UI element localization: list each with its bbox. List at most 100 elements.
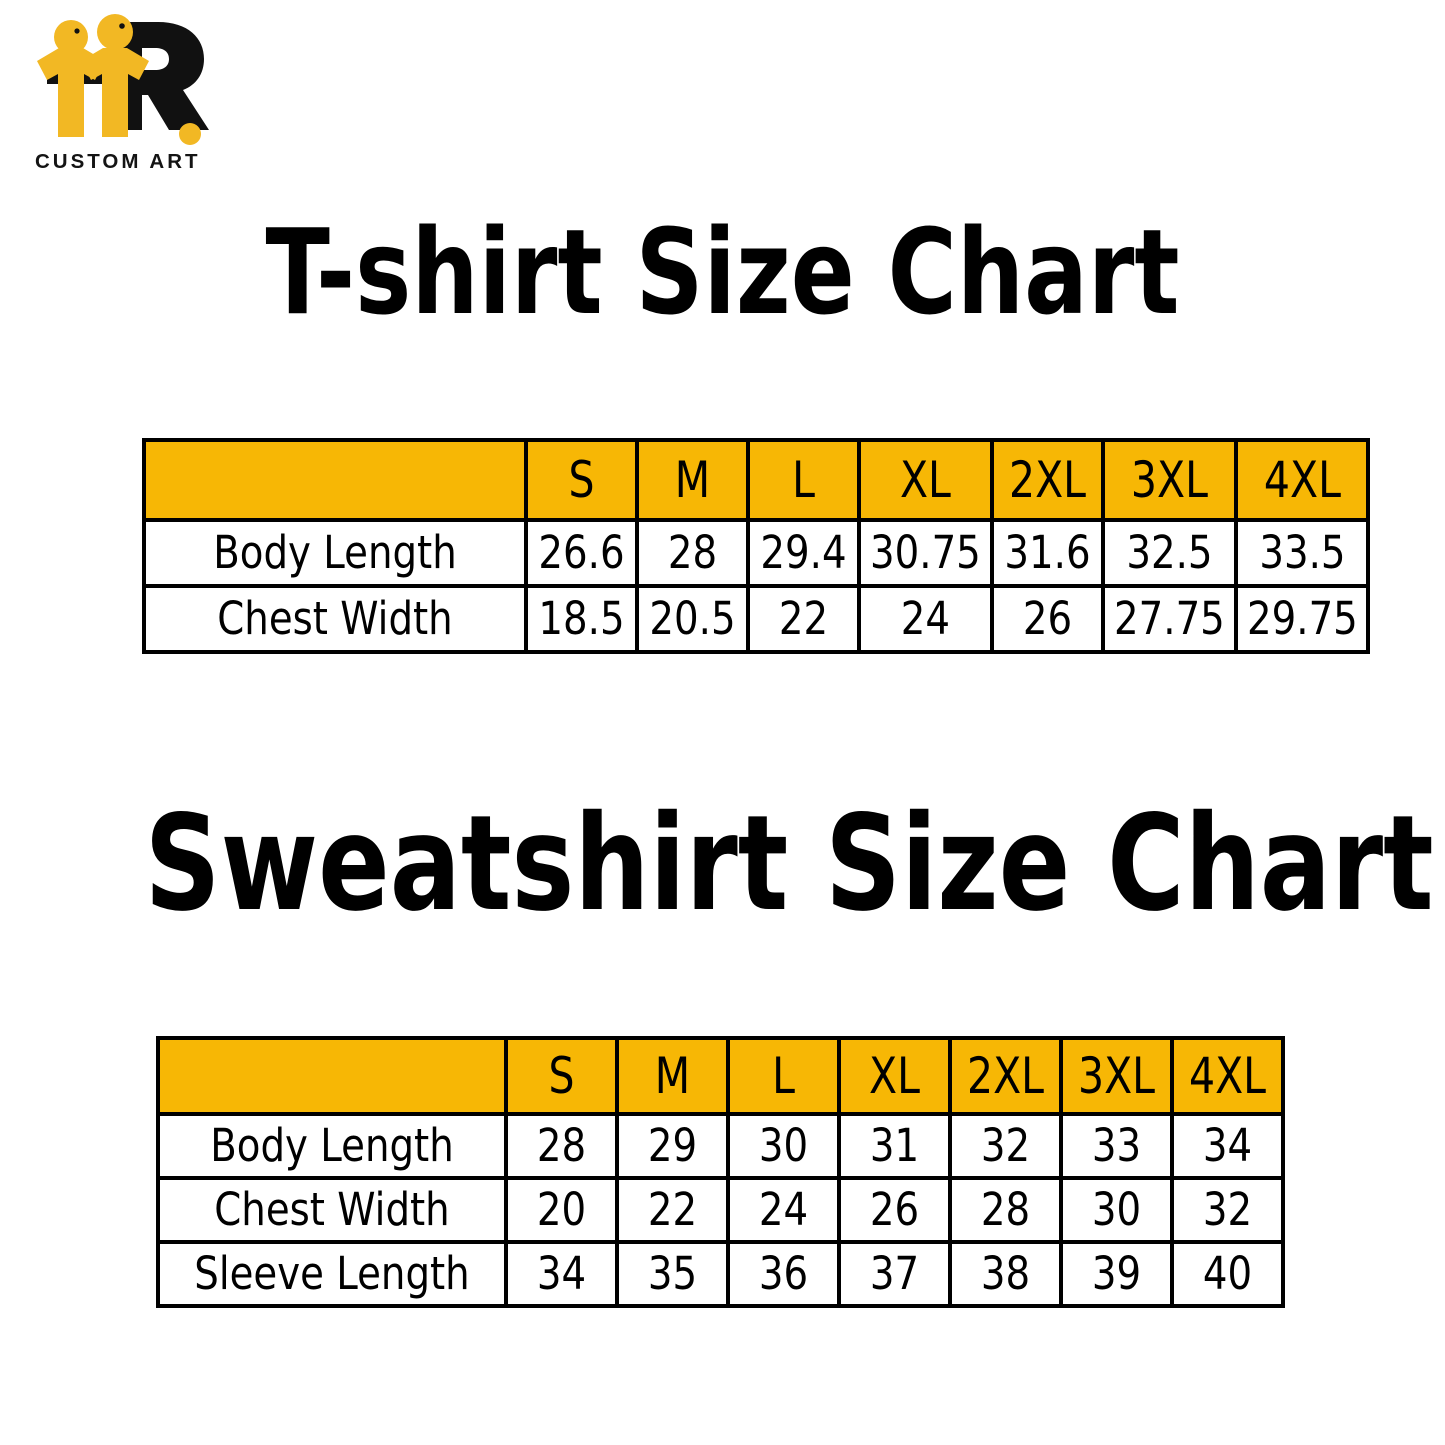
value-text: 26 (869, 1183, 920, 1236)
value-text: 22 (778, 592, 829, 645)
measurement-label: Sleeve Length (156, 1240, 508, 1308)
value-text: 20 (536, 1183, 587, 1236)
measurement-value: 26 (989, 584, 1105, 654)
size-label: M (674, 451, 711, 509)
size-column-4xl: 4XL (1170, 1036, 1285, 1116)
value-text: 28 (980, 1183, 1031, 1236)
measurement-value: 22 (746, 584, 861, 654)
size-label: 3XL (1130, 451, 1208, 509)
size-column-2xl: 2XL (948, 1036, 1063, 1116)
measurement-value: 29.75 (1233, 584, 1371, 654)
value-text: 29.4 (760, 526, 847, 579)
measurement-value: 24 (726, 1176, 841, 1244)
measurement-value: 24 (857, 584, 994, 654)
measurement-value: 28 (948, 1176, 1063, 1244)
size-label: 4XL (1263, 451, 1341, 509)
size-column-2xl: 2XL (989, 438, 1105, 522)
value-text: 26 (1022, 592, 1072, 645)
measurement-value: 40 (1170, 1240, 1285, 1308)
measurement-value: 34 (1170, 1112, 1285, 1180)
size-column-l: L (746, 438, 861, 522)
size-column-m: M (615, 1036, 730, 1116)
measurement-value: 36 (726, 1240, 841, 1308)
value-text: 30 (758, 1119, 809, 1172)
measurement-value: 39 (1059, 1240, 1174, 1308)
value-text: 34 (1202, 1119, 1253, 1172)
table-row: Chest Width 20 22 24 26 28 30 32 (156, 1176, 1285, 1244)
sweatshirt-chart-title: Sweatshirt Size Chart (144, 787, 1434, 941)
size-label: 3XL (1077, 1047, 1156, 1105)
table-header-row: S M L XL 2XL 3XL 4XL (156, 1036, 1285, 1116)
measurement-value: 30 (1059, 1176, 1174, 1244)
size-label: 2XL (1008, 451, 1086, 509)
size-label: S (568, 451, 595, 509)
value-text: 27.75 (1113, 592, 1225, 645)
value-text: 37 (869, 1247, 920, 1300)
measurement-value: 38 (948, 1240, 1063, 1308)
size-label: L (792, 451, 815, 509)
size-column-m: M (635, 438, 750, 522)
size-label: L (772, 1047, 795, 1105)
measurement-label: Body Length (142, 518, 528, 588)
measurement-value: 37 (837, 1240, 952, 1308)
table-row: Sleeve Length 34 35 36 37 38 39 40 (156, 1240, 1285, 1308)
measurement-label: Chest Width (142, 584, 528, 654)
size-label: 4XL (1188, 1047, 1267, 1105)
value-text: 22 (647, 1183, 698, 1236)
measurement-value: 18.5 (524, 584, 639, 654)
brand-logo: CUSTOM ART (18, 14, 248, 179)
value-text: 31 (869, 1119, 920, 1172)
measurement-value: 31 (837, 1112, 952, 1180)
brand-wordmark: CUSTOM ART (35, 150, 201, 173)
value-text: 38 (980, 1247, 1031, 1300)
measurement-value: 28 (635, 518, 750, 588)
value-text: 31.6 (1004, 526, 1091, 579)
measurement-value: 32 (1170, 1176, 1285, 1244)
value-text: 35 (647, 1247, 698, 1300)
size-column-xl: XL (857, 438, 994, 522)
value-text: 33.5 (1258, 526, 1346, 579)
size-label: S (548, 1047, 575, 1105)
table-row: Body Length 28 29 30 31 32 33 34 (156, 1112, 1285, 1180)
measurement-value: 28 (504, 1112, 619, 1180)
measurement-value: 35 (615, 1240, 730, 1308)
size-column-4xl: 4XL (1233, 438, 1371, 522)
value-text: 30 (1091, 1183, 1142, 1236)
measurement-value: 30 (726, 1112, 841, 1180)
table-header-row: S M L XL 2XL 3XL 4XL (142, 438, 1371, 522)
measurement-value: 34 (504, 1240, 619, 1308)
value-text: 28 (536, 1119, 587, 1172)
value-text: 32 (1202, 1183, 1253, 1236)
measurement-value: 33 (1059, 1112, 1174, 1180)
measurement-value: 33.5 (1233, 518, 1371, 588)
value-text: 40 (1202, 1247, 1253, 1300)
size-column-3xl: 3XL (1059, 1036, 1174, 1116)
value-text: 32.5 (1126, 526, 1213, 579)
value-text: 39 (1091, 1247, 1142, 1300)
measurement-label: Body Length (156, 1112, 508, 1180)
value-text: 29.75 (1246, 592, 1358, 645)
measurement-value: 26.6 (524, 518, 639, 588)
measurement-label: Chest Width (156, 1176, 508, 1244)
value-text: 34 (536, 1247, 587, 1300)
sweatshirt-size-table: S M L XL 2XL 3XL 4XL Body Length 28 29 3… (156, 1036, 1285, 1308)
size-label: XL (869, 1047, 920, 1105)
measurement-value: 29 (615, 1112, 730, 1180)
size-column-s: S (524, 438, 639, 522)
value-text: 20.5 (649, 592, 736, 645)
measurement-value: 27.75 (1100, 584, 1238, 654)
size-column-s: S (504, 1036, 619, 1116)
value-text: 26.6 (538, 526, 625, 579)
measurement-value: 26 (837, 1176, 952, 1244)
value-text: 28 (667, 526, 718, 579)
size-label: XL (899, 451, 951, 509)
measurement-value: 31.6 (989, 518, 1105, 588)
value-text: 24 (758, 1183, 809, 1236)
size-label: 2XL (966, 1047, 1045, 1105)
row-label-text: Chest Width (217, 592, 453, 645)
measurement-value: 32 (948, 1112, 1063, 1180)
row-label-text: Sleeve Length (194, 1247, 470, 1300)
size-column-l: L (726, 1036, 841, 1116)
value-text: 18.5 (538, 592, 625, 645)
row-label-text: Body Length (210, 1119, 454, 1172)
